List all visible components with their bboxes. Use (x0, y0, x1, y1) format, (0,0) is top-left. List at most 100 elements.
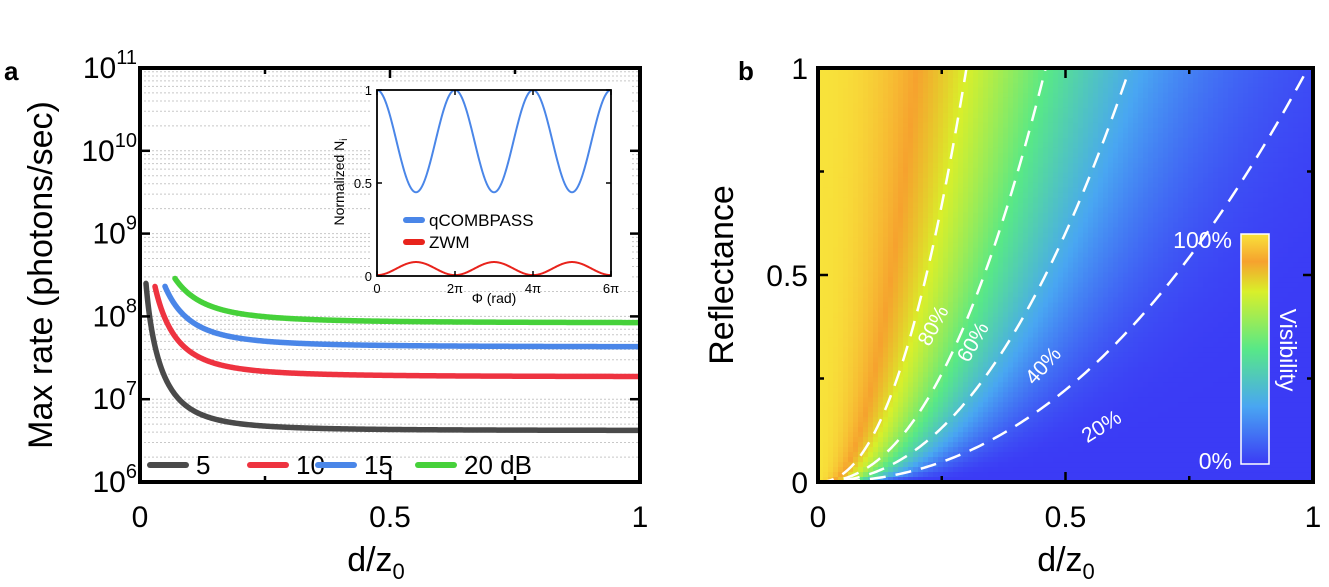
heatmap-cell (893, 277, 899, 284)
heatmap-cell (1048, 137, 1054, 144)
heatmap-cell (1038, 167, 1044, 174)
heatmap-cell (993, 77, 999, 84)
heatmap-cell (1038, 177, 1044, 184)
heatmap-cell (863, 122, 869, 129)
heatmap-cell (973, 222, 979, 229)
heatmap-cell (953, 332, 959, 338)
heatmap-cell (883, 382, 889, 388)
heatmap-cell (1053, 282, 1059, 289)
heatmap-cell (823, 372, 829, 378)
heatmap-cell (1048, 172, 1054, 179)
heatmap-cell (1028, 377, 1034, 383)
heatmap-cell (983, 177, 989, 184)
y-tick-label: 107 (93, 378, 138, 416)
heatmap-cell (958, 187, 964, 194)
heatmap-cell (998, 347, 1004, 353)
heatmap-cell (1028, 167, 1034, 174)
heatmap-cell (1093, 422, 1099, 428)
heatmap-cell (958, 327, 964, 333)
heatmap-cell (1093, 377, 1099, 383)
heatmap-cell (1068, 387, 1074, 393)
heatmap-cell (1003, 277, 1009, 284)
heatmap-cell (998, 207, 1004, 214)
heatmap-cell (943, 142, 949, 149)
heatmap-cell (1003, 447, 1009, 453)
heatmap-cell (823, 282, 829, 289)
heatmap-cell (963, 222, 969, 229)
heatmap-cell (1078, 472, 1084, 478)
heatmap-cell (868, 232, 874, 239)
heatmap-cell (1063, 167, 1069, 174)
heatmap-cell (948, 127, 954, 134)
heatmap-cell (908, 347, 914, 353)
heatmap-cell (853, 302, 859, 309)
heatmap-cell (928, 282, 934, 289)
heatmap-cell (968, 192, 974, 199)
heatmap-cell (1098, 462, 1104, 468)
heatmap-cell (948, 247, 954, 254)
heatmap-cell (858, 422, 864, 428)
heatmap-cell (883, 457, 889, 463)
heatmap-cell (1028, 467, 1034, 473)
heatmap-cell (1018, 97, 1024, 104)
heatmap-cell (938, 282, 944, 289)
heatmap-cell (1043, 117, 1049, 124)
heatmap-cell (1023, 322, 1029, 328)
heatmap-cell (1093, 267, 1099, 274)
heatmap-cell (1013, 307, 1019, 314)
heatmap-cell (1043, 352, 1049, 358)
heatmap-cell (943, 72, 949, 79)
heatmap-cell (918, 77, 924, 84)
heatmap-cell (1093, 327, 1099, 333)
heatmap-cell (823, 307, 829, 314)
heatmap-cell (998, 272, 1004, 279)
heatmap-cell (968, 292, 974, 299)
heatmap-cell (958, 132, 964, 139)
heatmap-cell (973, 202, 979, 209)
heatmap-cell (1003, 402, 1009, 408)
heatmap-cell (1023, 107, 1029, 114)
panel-a-x-tick-labels: 0 0.5 1 (132, 501, 649, 534)
heatmap-cell (1048, 457, 1054, 463)
heatmap-cell (938, 357, 944, 363)
heatmap-cell (898, 287, 904, 294)
heatmap-cell (933, 92, 939, 99)
heatmap-cell (973, 407, 979, 413)
heatmap-cell (1003, 267, 1009, 274)
heatmap-cell (1023, 402, 1029, 408)
heatmap-cell (1023, 162, 1029, 169)
heatmap-cell (823, 392, 829, 398)
heatmap-cell (1063, 117, 1069, 124)
heatmap-cell (848, 457, 854, 463)
heatmap-cell (913, 247, 919, 254)
heatmap-cell (1048, 197, 1054, 204)
heatmap-cell (1078, 337, 1084, 343)
heatmap-cell (1108, 282, 1114, 289)
heatmap-cell (1053, 452, 1059, 458)
heatmap-cell (898, 467, 904, 473)
heatmap-cell (963, 477, 969, 482)
heatmap-cell (828, 97, 834, 104)
heatmap-cell (968, 232, 974, 239)
heatmap-cell (873, 372, 879, 378)
heatmap-cell (1073, 252, 1079, 259)
heatmap-cell (848, 277, 854, 284)
heatmap-cell (828, 417, 834, 423)
heatmap-cell (1093, 407, 1099, 413)
heatmap-cell (1058, 322, 1064, 328)
heatmap-cell (838, 472, 844, 478)
heatmap-cell (943, 82, 949, 89)
heatmap-cell (1088, 297, 1094, 304)
heatmap-cell (1068, 297, 1074, 304)
heatmap-cell (1073, 157, 1079, 164)
heatmap-cell (1033, 452, 1039, 458)
heatmap-cell (963, 297, 969, 304)
heatmap-cell (883, 117, 889, 124)
heatmap-cell (918, 197, 924, 204)
heatmap-cell (1063, 112, 1069, 119)
heatmap-cell (833, 327, 839, 333)
heatmap-cell (1013, 87, 1019, 94)
heatmap-cell (963, 117, 969, 124)
heatmap-cell (823, 412, 829, 418)
heatmap-cell (978, 102, 984, 109)
